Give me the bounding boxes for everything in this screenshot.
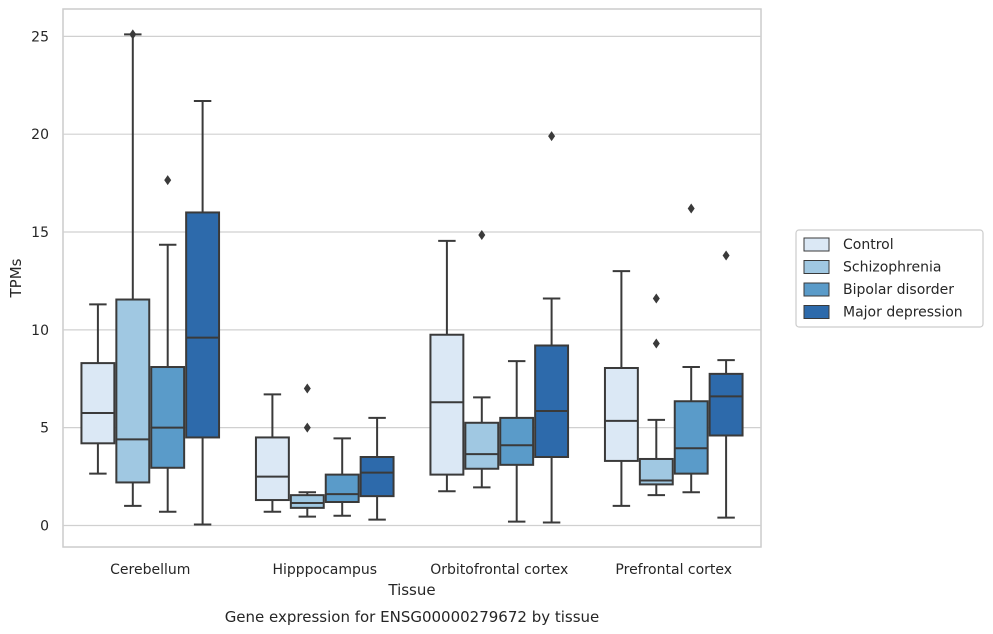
plot-area xyxy=(62,8,762,548)
outlier-point xyxy=(129,29,137,40)
x-tick-labels: Cerebellum Hipppocampus Orbitofrontal cort… xyxy=(110,562,732,578)
box-bipolar-disorder xyxy=(499,360,535,523)
chart-caption: Gene expression for ENSG00000279672 by t… xyxy=(225,608,600,626)
box-control xyxy=(603,270,639,507)
outlier-point xyxy=(548,131,556,142)
box-iqr xyxy=(150,366,186,469)
box-iqr xyxy=(429,333,465,476)
box-iqr xyxy=(534,344,570,459)
box-bipolar-disorder xyxy=(324,437,360,517)
outlier-point xyxy=(652,338,660,349)
box-iqr xyxy=(673,400,709,475)
outlier-point xyxy=(303,383,311,394)
outlier-point xyxy=(303,422,311,433)
box-iqr xyxy=(359,456,395,498)
x-tick-label: Prefrontal cortex xyxy=(615,562,732,578)
box-control xyxy=(254,393,290,513)
box-bipolar-disorder xyxy=(150,175,186,513)
box-major-depression xyxy=(534,131,570,524)
legend-label: Bipolar disorder xyxy=(843,282,954,298)
box-control xyxy=(80,303,116,475)
box-major-depression xyxy=(359,416,395,521)
box-iqr xyxy=(499,416,535,466)
x-axis-label: Tissue xyxy=(387,581,435,599)
y-tick-label: 25 xyxy=(31,29,49,45)
x-tick-label: Orbitofrontal cortex xyxy=(430,562,568,578)
box-schizophrenia xyxy=(289,383,325,518)
box-schizophrenia xyxy=(638,293,674,497)
outlier-point xyxy=(687,203,695,214)
boxes xyxy=(80,29,744,526)
y-tick-label: 0 xyxy=(40,518,49,534)
box-major-depression xyxy=(185,99,221,526)
legend-swatch xyxy=(803,237,830,252)
legend-label: Major depression xyxy=(843,305,963,321)
legend-swatch xyxy=(803,282,830,297)
y-tick-labels: 0 5 10 15 20 25 xyxy=(31,29,49,534)
legend-swatch xyxy=(803,260,830,274)
box-schizophrenia xyxy=(464,229,500,489)
legend-label: Schizophrenia xyxy=(843,260,941,276)
box-iqr xyxy=(185,211,221,439)
y-axis-label: TPMs xyxy=(7,258,25,298)
outlier-point xyxy=(722,250,730,261)
outlier-point xyxy=(478,229,486,240)
legend-label: Control xyxy=(843,237,894,253)
box-control xyxy=(429,239,465,493)
legend-frame xyxy=(795,229,984,328)
box-iqr xyxy=(80,362,116,445)
box-iqr xyxy=(254,436,290,502)
box-iqr xyxy=(603,366,639,462)
box-bipolar-disorder xyxy=(673,203,709,494)
box-iqr xyxy=(324,473,360,504)
y-tick-label: 15 xyxy=(31,225,49,241)
legend: Control Schizophrenia Bipolar disorder Majo… xyxy=(795,229,984,328)
y-tick-label: 20 xyxy=(31,127,49,143)
box-iqr xyxy=(708,372,744,437)
box-schizophrenia xyxy=(115,29,151,507)
box-iqr xyxy=(115,298,151,484)
outlier-point xyxy=(652,293,660,304)
y-tick-label: 5 xyxy=(40,421,49,437)
outlier-point xyxy=(164,175,172,186)
y-tick-label: 10 xyxy=(31,323,49,339)
box-iqr xyxy=(289,494,325,509)
box-iqr xyxy=(464,421,500,470)
x-tick-label: Cerebellum xyxy=(110,562,190,578)
box-major-depression xyxy=(708,250,744,519)
x-tick-label: Hipppocampus xyxy=(272,562,377,578)
legend-swatch xyxy=(803,305,830,319)
